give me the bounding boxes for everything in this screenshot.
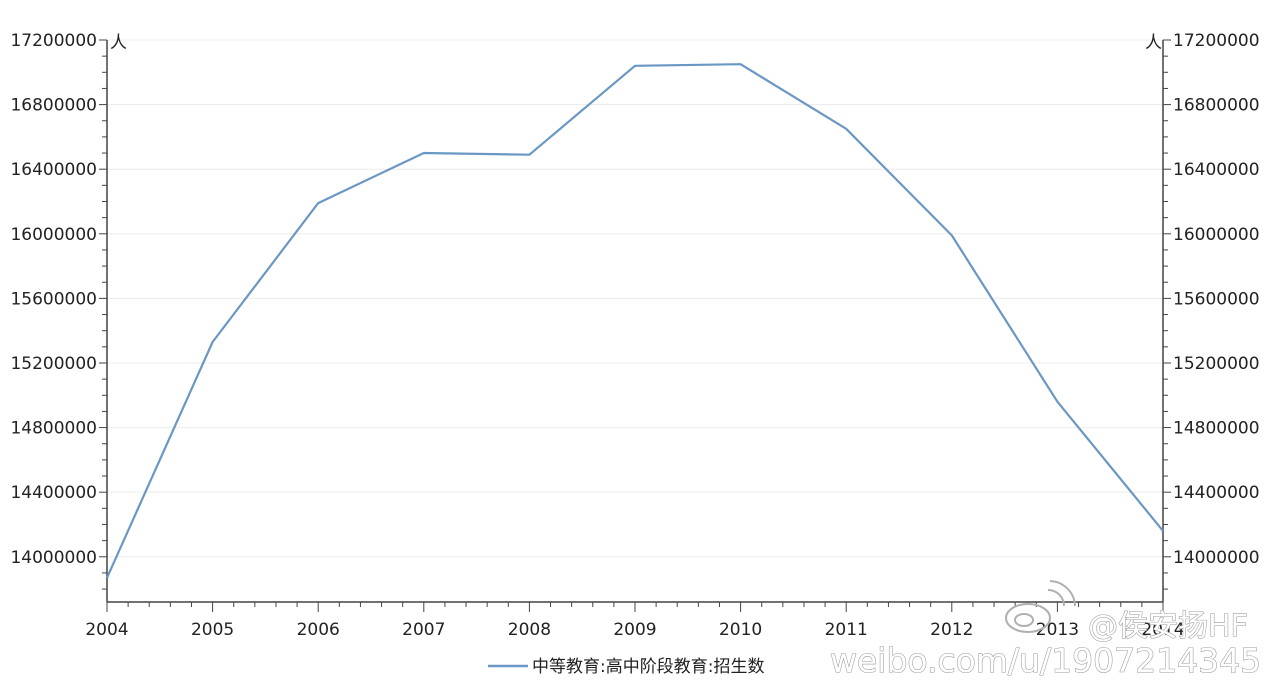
x-tick-label: 2010 [719, 620, 762, 640]
y-tick-label-right: 16400000 [1173, 160, 1260, 180]
y-tick-label-left: 15600000 [10, 289, 97, 309]
legend: 中等教育:高中阶段教育:招生数 [488, 657, 764, 677]
y-tick-label-left: 14000000 [10, 548, 97, 568]
x-tick-label: 2012 [930, 620, 973, 640]
y-unit-right: 人 [1145, 33, 1162, 53]
legend-label: 中等教育:高中阶段教育:招生数 [532, 657, 764, 677]
x-tick-label: 2007 [402, 620, 445, 640]
x-tick-label: 2004 [85, 620, 128, 640]
watermark: @侯安扬HF weibo.com/u/1907214345 [829, 580, 1262, 681]
y-tick-label-left: 14800000 [10, 419, 97, 439]
y-tick-label-right: 16000000 [1173, 225, 1260, 245]
y-tick-label-left: 14400000 [10, 483, 97, 503]
x-tick-label: 2009 [613, 620, 656, 640]
series-layer [105, 63, 1164, 579]
x-tick-label: 2014 [1141, 620, 1184, 640]
x-tick-label: 2008 [508, 620, 551, 640]
y-tick-label-right: 15600000 [1173, 289, 1260, 309]
y-tick-label-left: 16000000 [10, 225, 97, 245]
gridlines [107, 39, 1163, 558]
y-tick-label-right: 14000000 [1173, 548, 1260, 568]
x-tick-label: 2006 [297, 620, 340, 640]
y-unit-left: 人 [110, 33, 127, 53]
weibo-logo-icon [1005, 580, 1076, 633]
y-tick-label-left: 16800000 [10, 96, 97, 116]
y-tick-label-right: 15200000 [1173, 354, 1260, 374]
y-tick-label-right: 17200000 [1173, 31, 1260, 51]
axes: 14000000 14000000 14400000 14400000 14800000… [10, 31, 1259, 640]
y-tick-label-right: 14400000 [1173, 483, 1260, 503]
y-tick-label-right: 16800000 [1173, 96, 1260, 116]
x-tick-label: 2005 [191, 620, 234, 640]
series-line-0 [105, 63, 1164, 579]
y-tick-label-left: 17200000 [10, 31, 97, 51]
watermark-url: weibo.com/u/1907214345 [830, 641, 1261, 680]
y-tick-label-left: 15200000 [10, 354, 97, 374]
x-tick-label: 2013 [1036, 620, 1079, 640]
x-tick-label: 2011 [825, 620, 868, 640]
y-tick-label-left: 16400000 [10, 160, 97, 180]
watermark-handle: @侯安扬HF [1088, 609, 1248, 644]
y-tick-label-right: 14800000 [1173, 419, 1260, 439]
